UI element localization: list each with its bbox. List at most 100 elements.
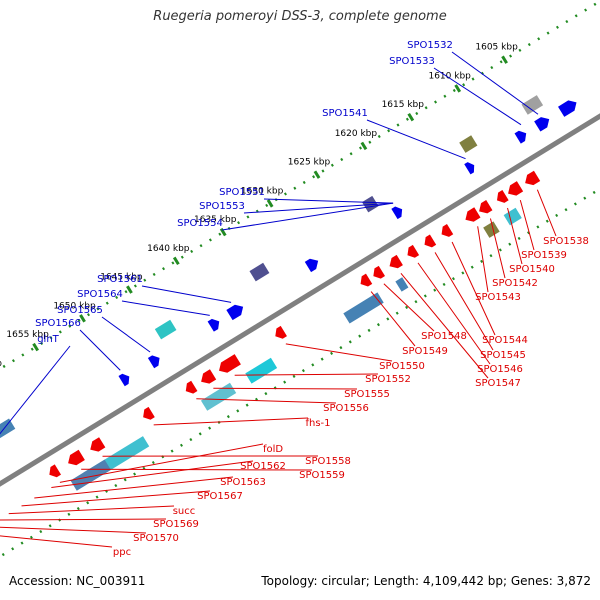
tick-mark-2 — [454, 84, 462, 93]
tick-mark-1 — [501, 55, 508, 64]
minus-gene-15 — [185, 380, 198, 394]
minus-gene-5-shape — [465, 207, 481, 222]
plus-gene-5-shape — [391, 206, 403, 220]
minus-label-4: SPO1542 — [492, 278, 538, 289]
tick-label-9: 1645 kbp — [100, 273, 143, 283]
minus-leader-7 — [434, 252, 494, 351]
minus-leader-16 — [153, 417, 309, 426]
cog-box-5-shape — [154, 319, 177, 340]
minus-gene-4-shape — [479, 199, 493, 214]
tick-label-1: 1605 kbp — [475, 43, 518, 53]
tick-mark-3 — [407, 112, 415, 122]
minus-leader-2 — [519, 200, 535, 251]
minus-label-8: SPO1546 — [477, 364, 523, 375]
minus-leader-8 — [417, 262, 491, 365]
minus-leader-18 — [81, 468, 313, 471]
minus-label-17: SPO1558 — [305, 456, 351, 467]
minus-gene-10 — [373, 265, 386, 279]
outer-tick-line — [0, 0, 600, 371]
plus-gene-7-shape — [226, 304, 244, 321]
cog-box-4 — [249, 262, 270, 282]
cog-box-6 — [0, 418, 16, 450]
plus-gene-4-shape — [464, 162, 475, 175]
minus-label-25: SPO1570 — [133, 533, 179, 544]
minus-gene-17-shape — [90, 437, 106, 452]
minus-leader-12 — [285, 343, 393, 362]
minus-labels: SPO1538 SPO1539 SPO1540 SPO1542 SPO1543 SPO15… — [0, 189, 589, 558]
minus-gene-18 — [68, 449, 85, 466]
plus-label-2: SPO1533 — [389, 56, 435, 67]
cog-box-10-shape — [343, 292, 384, 324]
plus-gene-1 — [558, 100, 577, 117]
minus-gene-19-shape — [49, 464, 62, 478]
plus-label-6: SPO1554 — [177, 218, 223, 229]
minus-label-20: SPO1562 — [240, 461, 286, 472]
tick-mark-10 — [79, 314, 86, 323]
minus-gene-19 — [49, 464, 62, 478]
plus-gene-8 — [207, 318, 220, 332]
minus-leader-15 — [196, 398, 337, 404]
minus-gene-14 — [201, 369, 217, 384]
minus-leader-22 — [21, 490, 211, 507]
minus-gene-13-shape — [219, 354, 241, 373]
minus-gene-16-shape — [143, 406, 155, 420]
tick-label-8: 1640 kbp — [147, 244, 190, 254]
tick-label-7: 1635 kbp — [194, 215, 237, 225]
minus-label-26: ppc — [113, 547, 131, 558]
tick-label-6: 1630 kbp — [241, 186, 284, 196]
tick-label-2: 1610 kbp — [428, 71, 471, 81]
minus-gene-10-shape — [373, 265, 386, 279]
plus-label-3: SPO1541 — [322, 108, 368, 119]
minus-leader-23 — [8, 505, 175, 515]
minus-label-16: fhs-1 — [305, 418, 330, 429]
minus-leader-24 — [0, 518, 167, 521]
plus-label-10: SPO1566 — [35, 318, 81, 329]
plus-gene-9-shape — [147, 355, 160, 369]
cog-box-9-shape — [395, 277, 409, 292]
tick-label-3: 1615 kbp — [382, 100, 425, 110]
plus-gene-10-shape — [118, 373, 130, 387]
tick-label-10: 1650 kbp — [53, 301, 96, 311]
plus-label-7: SPO1561 — [97, 274, 143, 285]
minus-gene-2 — [508, 181, 524, 196]
cog-box-1-shape — [521, 95, 544, 115]
cog-box-9 — [395, 277, 409, 292]
minus-leader-19 — [59, 443, 264, 483]
minus-gene-7-shape — [424, 234, 437, 248]
minus-gene-12 — [275, 325, 287, 339]
plus-gene-10 — [118, 373, 130, 387]
minus-label-19: folD — [263, 444, 283, 455]
minus-leader-21 — [34, 476, 234, 499]
plus-gene-6 — [304, 258, 319, 273]
plus-leader-3 — [366, 119, 466, 160]
tick-mark-5 — [313, 170, 321, 179]
minus-label-1: SPO1538 — [543, 236, 589, 247]
kbp-ticks: 1605 kbp 1610 kbp 1615 kbp 1620 kbp 1625 kbp… — [0, 43, 518, 369]
minus-label-7: SPO1545 — [480, 350, 526, 361]
tick-mark-4 — [360, 141, 368, 151]
minus-label-24: SPO1569 — [153, 519, 199, 530]
plus-leader-6 — [221, 202, 394, 231]
minus-leader-6 — [451, 241, 496, 336]
minus-leader-3 — [507, 207, 523, 265]
minus-label-13: SPO1552 — [365, 374, 411, 385]
plus-gene-2 — [534, 117, 550, 132]
cog-box-2-shape — [459, 135, 478, 153]
plus-label-1: SPO1532 — [407, 40, 453, 51]
cog-box-10 — [343, 292, 384, 324]
cog-box-14-shape — [70, 459, 111, 491]
minus-leader-10 — [383, 283, 435, 332]
plus-leader-1 — [451, 51, 539, 115]
minus-leader-1 — [536, 189, 557, 237]
genome-backbone — [0, 113, 600, 487]
minus-gene-8 — [407, 244, 420, 258]
cog-box-8-shape — [483, 221, 500, 238]
minus-label-6: SPO1544 — [482, 335, 528, 346]
plus-gene-1-shape — [558, 100, 577, 117]
minus-gene-5 — [465, 207, 481, 222]
cog-box-7 — [503, 207, 522, 226]
tick-mark-9 — [126, 285, 133, 294]
plus-gene-4 — [464, 162, 475, 175]
minus-gene-3-shape — [496, 190, 509, 203]
